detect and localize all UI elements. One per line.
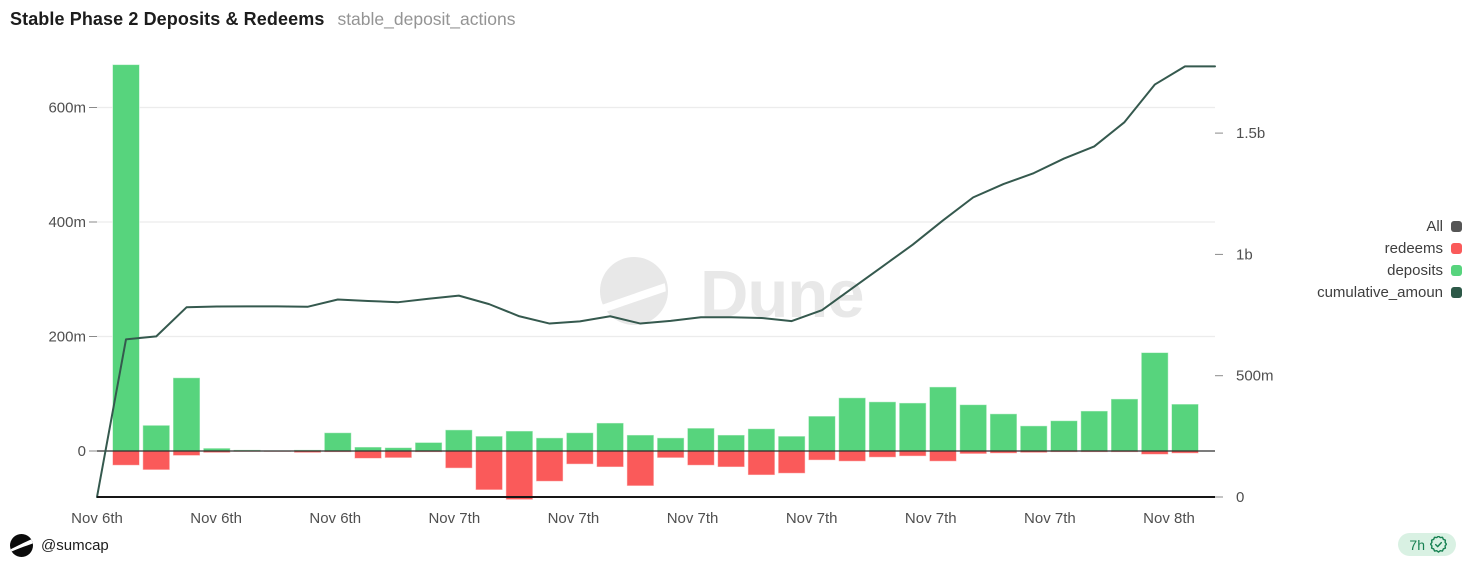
deposit-bar (686, 427, 715, 452)
author-link[interactable]: @sumcap (10, 534, 109, 557)
legend-swatch-deposits (1451, 265, 1462, 276)
x-axis-tick-label: Nov 8th (1143, 510, 1195, 527)
redeem-bar (142, 450, 171, 471)
redeem-bar (535, 450, 564, 482)
right-axis-tick-label: 1.5b (1236, 125, 1265, 142)
right-axis-tick-label: 1b (1236, 246, 1253, 263)
deposit-bar (1049, 420, 1078, 452)
left-axis-tick-label: 600m (48, 100, 86, 117)
redeem-bar (898, 450, 927, 457)
deposit-bar (596, 422, 625, 452)
left-axis-tick-label: 0 (78, 443, 86, 460)
redeem-bar (838, 450, 867, 462)
deposit-bar (1140, 352, 1169, 452)
refresh-age: 7h (1409, 536, 1425, 553)
redeem-bar (112, 450, 140, 466)
x-axis-tick-label: Nov 7th (428, 510, 480, 527)
deposit-bar (868, 401, 897, 452)
right-axis-tick-label: 500m (1236, 368, 1274, 385)
deposit-bar (959, 404, 988, 452)
lines-layer (96, 65, 1216, 498)
x-axis-tick-label: Nov 6th (309, 510, 361, 527)
query-name-link[interactable]: stable_deposit_actions (337, 9, 516, 29)
deposit-bar (777, 435, 806, 452)
verified-check-icon (1430, 536, 1447, 553)
redeem-bar (596, 450, 625, 468)
redeem-bar (565, 450, 594, 465)
x-axis-tick-label: Nov 6th (71, 510, 123, 527)
axes-layer: 600m 400m 200m 0 1.5b 1b 500m 0 Nov 6th Nov 6th No… (48, 100, 1273, 528)
deposit-bar (656, 437, 685, 452)
redeem-bar (777, 450, 806, 474)
deposit-bar (898, 402, 927, 452)
deposit-bar (565, 432, 594, 452)
deposit-bar (1080, 410, 1109, 452)
legend-label-all: All (1426, 218, 1443, 235)
refresh-badge[interactable]: 7h (1398, 533, 1456, 556)
cumulative-line (96, 65, 1216, 498)
gridlines (97, 106, 1215, 338)
x-axis-tick-label: Nov 7th (548, 510, 600, 527)
deposit-bar (172, 377, 201, 452)
x-axis-tick-label: Nov 7th (786, 510, 838, 527)
deposit-bar (505, 430, 534, 452)
x-axis-tick-label: Nov 7th (905, 510, 957, 527)
author-handle: @sumcap (41, 537, 109, 554)
dune-logo-icon (10, 534, 33, 557)
deposit-bar (838, 397, 867, 452)
deposit-bar (989, 413, 1018, 452)
deposit-bar (535, 437, 564, 452)
redeem-bar (172, 450, 201, 457)
redeem-bar (928, 450, 957, 462)
redeem-bar (444, 450, 473, 469)
legend-item-deposits[interactable]: deposits (1387, 262, 1462, 279)
redeem-bar (354, 450, 383, 459)
legend-label-deposits: deposits (1387, 262, 1443, 279)
redeem-bar (686, 450, 715, 466)
deposit-bar (807, 415, 836, 452)
deposit-bar (1171, 403, 1199, 452)
chart-title: Stable Phase 2 Deposits & Redeems (10, 9, 325, 29)
legend-item-cumulative[interactable]: cumulative_amoun (1317, 284, 1462, 301)
chart-header: Stable Phase 2 Deposits & Redeems stable… (10, 9, 515, 30)
legend-label-redeems: redeems (1384, 240, 1443, 257)
legend-item-redeems[interactable]: redeems (1385, 240, 1462, 257)
legend-swatch-redeems (1451, 243, 1462, 254)
deposit-bar (142, 424, 171, 452)
deposit-bar (323, 432, 352, 452)
dune-watermark: Dune (594, 257, 865, 332)
left-axis-tick-label: 200m (48, 329, 86, 346)
redeem-bar (475, 450, 504, 491)
redeem-bar (656, 450, 685, 459)
redeem-bar (626, 450, 655, 487)
deposit-bar (928, 386, 957, 452)
redeem-bar (384, 450, 413, 459)
deposit-bar (1110, 398, 1139, 452)
dune-watermark-slash (594, 280, 675, 315)
deposit-bar (444, 429, 473, 452)
redeem-bar (505, 450, 534, 501)
deposit-bar (1019, 425, 1048, 452)
x-axis-tick-label: Nov 7th (667, 510, 719, 527)
deposit-bar (475, 435, 504, 452)
right-axis-tick-label: 0 (1236, 489, 1244, 506)
redeem-bar (868, 450, 897, 458)
x-axis-tick-label: Nov 6th (190, 510, 242, 527)
legend-swatch-cumulative (1451, 287, 1462, 298)
x-axis-tick-label: Nov 7th (1024, 510, 1076, 527)
legend: All redeems deposits cumulative_amoun (1317, 218, 1462, 301)
deposit-bar (626, 434, 655, 452)
redeem-bar (747, 450, 776, 476)
redeem-bar (717, 450, 746, 468)
deposit-bar (717, 434, 746, 452)
legend-item-all[interactable]: All (1426, 218, 1462, 235)
redeem-bar (807, 450, 836, 461)
deposit-bar (414, 441, 443, 452)
deposit-bar (747, 428, 776, 452)
legend-swatch-all (1451, 221, 1462, 232)
left-axis-tick-label: 400m (48, 214, 86, 231)
legend-label-cumulative: cumulative_amoun (1317, 284, 1443, 301)
